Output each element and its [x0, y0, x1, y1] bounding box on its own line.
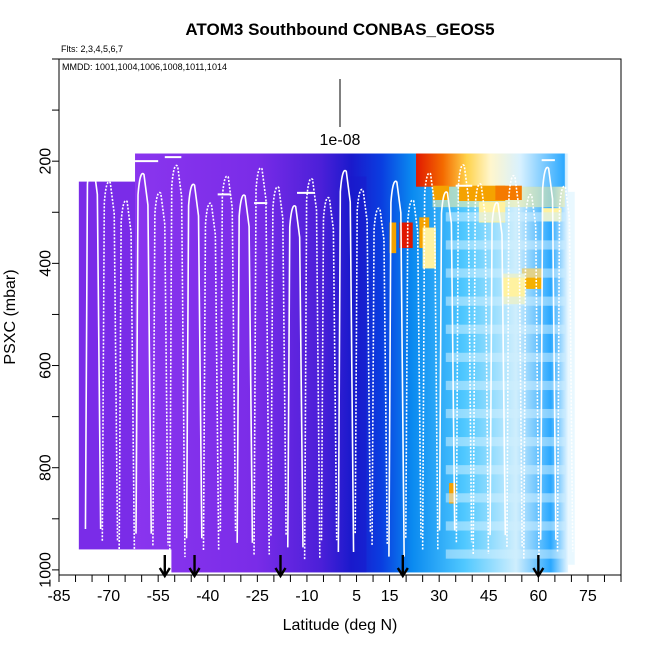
flight-track [236, 194, 254, 543]
x-tick-label: 30 [430, 588, 448, 605]
flight-track [253, 167, 271, 555]
heatmap-streak [445, 380, 565, 391]
heatmap-area [78, 153, 575, 575]
flight-track [388, 180, 405, 557]
flight-track [506, 174, 523, 547]
x-tick-label: -85 [47, 588, 70, 605]
y-axis: 200 400 600 800 1000 [38, 58, 59, 588]
flight-track [472, 183, 490, 555]
heatmap-streak [445, 296, 565, 306]
x-axis-label: Latitude (deg N) [283, 617, 398, 634]
heatmap-streak [445, 437, 565, 447]
flight-track [404, 199, 422, 538]
x-tick-label: 60 [529, 588, 547, 605]
y-tick-label: 400 [38, 250, 55, 277]
flight-track [168, 164, 186, 558]
flight-tracks [84, 156, 574, 560]
flight-track [270, 186, 287, 536]
flight-track [219, 175, 237, 532]
heatmap-cell [389, 222, 397, 254]
x-tick-label: 5 [352, 588, 361, 605]
flight-track [152, 191, 169, 546]
flight-track [320, 196, 338, 541]
heatmap-right-edge [568, 191, 575, 565]
flight-track [489, 201, 507, 536]
flight-track [523, 193, 540, 559]
heatmap-notch [78, 549, 172, 575]
flights-label: Flts: 2,3,4,5,6,7 [61, 44, 123, 54]
flight-track [135, 172, 153, 534]
arrow-markers [158, 555, 545, 579]
flight-track [371, 207, 389, 545]
flight-track [556, 185, 574, 552]
flight-track [101, 181, 119, 541]
heatmap-streak [445, 408, 565, 419]
flight-track [421, 172, 439, 550]
heatmap-streak [445, 549, 565, 559]
flight-track [539, 166, 557, 540]
y-tick-label: 200 [38, 148, 55, 175]
x-tick-label: -40 [196, 588, 219, 605]
arrow-marker [158, 555, 171, 579]
y-tick-label: 1000 [38, 552, 55, 588]
heatmap-streak [445, 268, 565, 278]
heatmap-upper-band [416, 153, 565, 187]
scale-label: 1e-08 [320, 132, 361, 149]
chart-title: ATOM3 Southbound CONBAS_GEOS5 [185, 20, 494, 39]
heatmap-streak [445, 240, 565, 250]
heatmap-streak [445, 324, 565, 334]
flight-track [185, 183, 203, 539]
flight-track [455, 164, 473, 543]
arrow-marker [274, 555, 287, 579]
flight-track [286, 205, 304, 548]
flight-track [202, 202, 220, 550]
x-tick-label: -10 [295, 588, 318, 605]
dates-label: MMDD: 1001,1004,1006,1008,1011,1014 [62, 62, 227, 72]
heatmap-cell [432, 185, 450, 201]
y-tick-label: 800 [38, 454, 55, 481]
heatmap-cell [399, 222, 413, 249]
flight-track [438, 191, 456, 531]
flight-track [118, 199, 136, 553]
flight-track [354, 188, 372, 534]
heatmap-streak [445, 352, 565, 362]
heatmap-cell [422, 227, 436, 269]
arrow-marker [396, 555, 409, 579]
x-tick-label: 75 [579, 588, 597, 605]
flight-track [337, 169, 355, 553]
flight-track [303, 177, 321, 560]
heatmap-dark-band [349, 176, 367, 573]
heatmap-left-region [78, 181, 136, 550]
y-tick-label: 600 [38, 352, 55, 379]
x-tick-label: -70 [97, 588, 120, 605]
arrow-marker [188, 555, 201, 579]
x-tick-label: -55 [147, 588, 170, 605]
y-axis-label: PSXC (mbar) [2, 269, 19, 364]
x-tick-label: 45 [480, 588, 498, 605]
heatmap-streak [445, 212, 565, 222]
x-tick-label: -25 [246, 588, 269, 605]
heatmap-cell [459, 185, 506, 202]
x-tick-label: 15 [381, 588, 399, 605]
x-axis: -85 -70 -55 -40 -25 -10 5 15 30 45 60 75 [47, 575, 622, 605]
flight-track [84, 162, 102, 530]
